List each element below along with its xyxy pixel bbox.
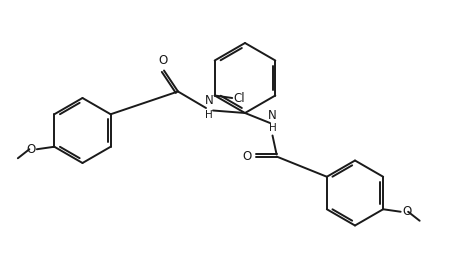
Text: Cl: Cl — [234, 91, 245, 105]
Text: H: H — [269, 123, 276, 133]
Text: O: O — [26, 143, 35, 156]
Text: O: O — [158, 54, 168, 67]
Text: N: N — [205, 93, 213, 106]
Text: O: O — [242, 150, 251, 163]
Text: H: H — [205, 109, 213, 120]
Text: N: N — [268, 109, 277, 122]
Text: O: O — [402, 205, 411, 218]
